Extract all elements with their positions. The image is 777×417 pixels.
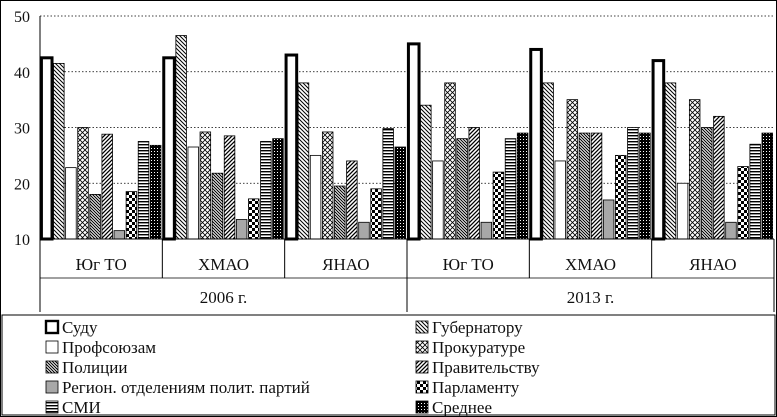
bar bbox=[125, 191, 138, 240]
legend-swatch bbox=[415, 320, 429, 334]
x-tick-label: Юг ТО bbox=[443, 255, 494, 274]
bar bbox=[664, 82, 677, 240]
bar bbox=[39, 56, 54, 241]
bar bbox=[137, 141, 150, 240]
legend-swatch bbox=[45, 380, 59, 394]
bar bbox=[480, 221, 493, 240]
bar bbox=[602, 199, 615, 240]
legend-swatch bbox=[44, 319, 60, 335]
bar bbox=[468, 127, 480, 240]
bar bbox=[615, 154, 627, 240]
bar bbox=[701, 127, 713, 240]
y-tick-label: 20 bbox=[14, 176, 30, 193]
legend-label: Профсоюзам bbox=[62, 338, 156, 357]
legend-swatch bbox=[415, 340, 429, 354]
legend-label: СМИ bbox=[62, 398, 101, 417]
bar bbox=[382, 128, 394, 240]
bar bbox=[211, 172, 224, 240]
bar bbox=[370, 188, 382, 240]
bar bbox=[529, 47, 543, 241]
bar bbox=[346, 160, 358, 240]
bar bbox=[420, 104, 432, 240]
legend-label: Парламенту bbox=[432, 378, 520, 397]
bar bbox=[284, 53, 299, 241]
x-axis: Юг ТО ХМАО ЯНАО Юг ТО ХМАО ЯНАО 2006 г. 2013 г. bbox=[39, 238, 775, 312]
bar bbox=[297, 82, 310, 240]
bar bbox=[578, 132, 591, 240]
bar bbox=[432, 160, 444, 240]
bar bbox=[248, 198, 260, 240]
bar bbox=[737, 166, 749, 240]
bar bbox=[725, 221, 737, 240]
x-tick-label: ЯНАО bbox=[689, 255, 736, 274]
bar bbox=[223, 135, 236, 240]
bar bbox=[651, 59, 666, 241]
bar bbox=[444, 82, 456, 240]
bar bbox=[101, 133, 113, 240]
bar bbox=[566, 99, 579, 240]
bar bbox=[53, 62, 65, 240]
bar bbox=[627, 127, 639, 240]
legend-label: Суду bbox=[62, 318, 98, 337]
bar bbox=[504, 138, 517, 240]
x-tick-label: ХМАО bbox=[565, 255, 616, 274]
legend-swatch bbox=[415, 380, 429, 394]
bar bbox=[235, 219, 248, 240]
bar bbox=[713, 115, 725, 240]
bar bbox=[456, 138, 468, 240]
legend-label: Полиции bbox=[62, 358, 127, 377]
legend-label: Среднее bbox=[432, 398, 492, 417]
bar bbox=[113, 230, 126, 240]
bar bbox=[187, 146, 199, 240]
bar bbox=[676, 182, 689, 240]
group-label: 2006 г. bbox=[200, 288, 248, 307]
bar bbox=[321, 131, 334, 240]
bar bbox=[590, 132, 603, 240]
bar bbox=[175, 35, 187, 240]
bar bbox=[89, 193, 101, 240]
legend-swatch bbox=[415, 360, 429, 374]
bar bbox=[639, 132, 651, 240]
group-label: 2013 г. bbox=[567, 288, 615, 307]
bar bbox=[199, 131, 212, 240]
legend: Суду Губернатору Профсоюзам Прокуратуре Поли… bbox=[1, 314, 776, 417]
x-tick-label: Юг ТО bbox=[76, 255, 127, 274]
legend-swatch bbox=[415, 400, 429, 414]
bar bbox=[749, 143, 761, 240]
x-tick-label: ХМАО bbox=[198, 255, 249, 274]
legend-label: Губернатору bbox=[432, 318, 523, 337]
bar bbox=[149, 144, 162, 240]
legend-swatch bbox=[45, 340, 59, 354]
bar bbox=[554, 160, 566, 240]
bar bbox=[272, 138, 284, 240]
legend-swatch bbox=[45, 360, 59, 374]
bar bbox=[761, 132, 773, 240]
legend-swatch bbox=[45, 400, 59, 414]
bar bbox=[65, 167, 77, 240]
legend-label: Регион. отделениям полит. партий bbox=[62, 378, 310, 397]
bar bbox=[406, 42, 421, 241]
bar bbox=[309, 154, 322, 240]
x-tick-label: ЯНАО bbox=[322, 255, 369, 274]
bar bbox=[77, 127, 89, 240]
y-tick-label: 50 bbox=[14, 9, 30, 26]
legend-label: Прокуратуре bbox=[432, 338, 525, 357]
y-tick-label: 10 bbox=[14, 232, 30, 249]
bar bbox=[516, 132, 529, 240]
y-tick-label: 40 bbox=[14, 65, 30, 82]
legend-label: Правительству bbox=[432, 358, 540, 377]
bar bbox=[394, 146, 406, 240]
bar bbox=[162, 56, 176, 241]
bar bbox=[358, 221, 370, 240]
bar bbox=[334, 185, 346, 240]
bars bbox=[39, 35, 773, 241]
bar bbox=[688, 99, 701, 240]
y-tick-label: 30 bbox=[14, 121, 30, 138]
bar bbox=[542, 82, 554, 240]
bar bbox=[260, 141, 272, 240]
bar bbox=[492, 171, 505, 240]
